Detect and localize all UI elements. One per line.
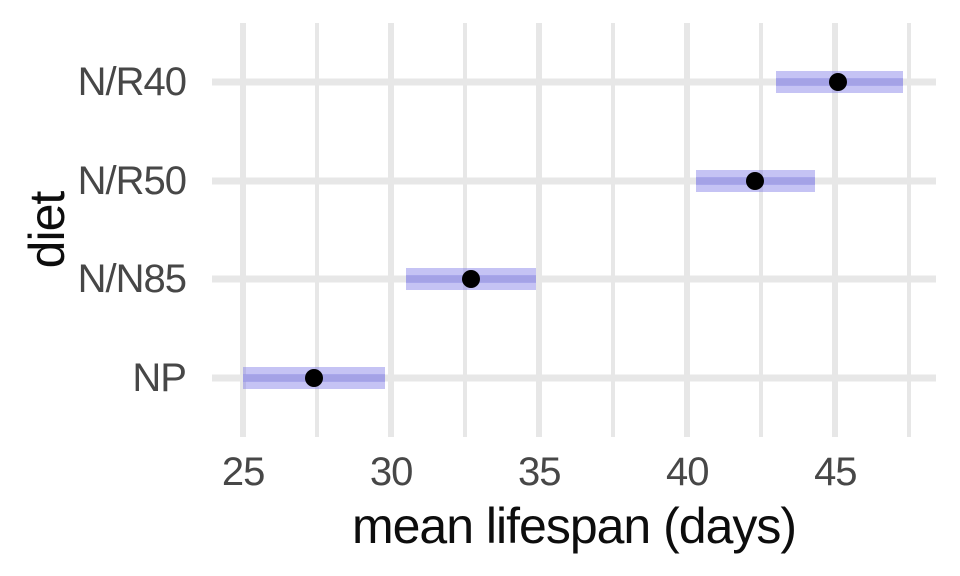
gridline-vertical-major [832, 23, 839, 437]
x-axis-tick-label: 25 [221, 450, 265, 494]
plot-panel [212, 23, 936, 437]
x-axis-tick-label: 35 [517, 450, 561, 494]
mean-point [746, 171, 765, 190]
gridline-vertical-minor [907, 23, 912, 437]
y-axis-category-label: N/R50 [77, 158, 187, 203]
y-axis-category-label: N/R40 [77, 60, 187, 105]
y-axis-category-label: NP [132, 355, 187, 400]
mean-point [829, 73, 848, 92]
gridline-horizontal-major [212, 177, 936, 185]
gridline-vertical-major [684, 23, 691, 437]
gridline-vertical-major [388, 23, 395, 437]
gridline-vertical-major [240, 23, 247, 437]
gridline-horizontal-major [212, 374, 936, 382]
y-axis-category-label: N/N85 [77, 257, 187, 302]
gridline-horizontal-major [212, 78, 936, 86]
gridline-vertical-minor [315, 23, 320, 437]
y-axis-title: diet [19, 191, 75, 269]
x-axis-tick-label: 45 [814, 450, 857, 494]
gridline-horizontal-major [212, 275, 936, 283]
mean-point [462, 270, 481, 289]
gridline-vertical-minor [759, 23, 764, 437]
gridline-vertical-minor [611, 23, 616, 437]
x-axis-tick-label: 40 [666, 450, 709, 494]
mean-point [305, 368, 324, 387]
gridline-vertical-major [536, 23, 543, 437]
x-axis-title: mean lifespan (days) [351, 498, 797, 554]
gridline-vertical-minor [463, 23, 468, 437]
x-axis-tick-label: 30 [369, 450, 413, 494]
